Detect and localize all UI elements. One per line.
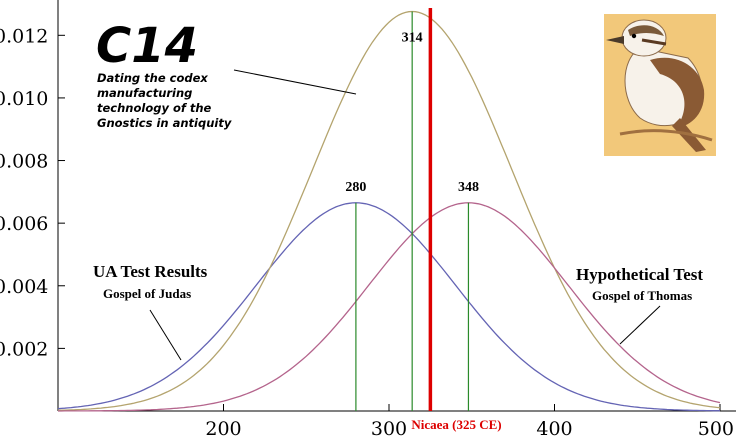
kookaburra-icon	[604, 14, 716, 156]
title-pointer	[233, 69, 357, 95]
x-axis: 200 300 400 500	[58, 404, 736, 440]
x-tick-label: 500	[698, 418, 734, 440]
y-tick-label: 0.006	[0, 213, 48, 235]
main-title: C14	[96, 18, 198, 74]
curve-280	[57, 202, 720, 412]
curve-314	[57, 10, 721, 411]
description-line: technology of the	[97, 101, 212, 115]
left-annotation-subtitle: Gospel of Judas	[103, 286, 191, 301]
description-line: Gnostics in antiquity	[97, 116, 232, 130]
peak-label-314: 314	[402, 31, 423, 46]
y-tick-label: 0.002	[0, 338, 48, 360]
y-tick-label: 0.012	[0, 25, 48, 47]
y-tick-label: 0.004	[0, 276, 48, 298]
x-tick-label: 300	[371, 418, 407, 440]
right-annotation-title: Hypothetical Test	[576, 265, 703, 284]
description-line: manufacturing	[97, 86, 192, 100]
x-tick-label: 400	[536, 418, 572, 440]
peak-label-348: 348	[458, 180, 479, 195]
nicaea-marker: Nicaea (325 CE)	[411, 8, 502, 432]
description-line: Dating the codex	[97, 71, 208, 85]
y-tick-label: 0.008	[0, 151, 48, 173]
right-pointer	[619, 305, 661, 345]
curve-348	[58, 202, 721, 412]
y-axis: 0.002 0.004 0.006 0.008 0.010 0.012	[0, 0, 65, 411]
description-text: Dating the codex manufacturing technology …	[97, 71, 232, 130]
right-annotation-subtitle: Gospel of Thomas	[592, 288, 692, 303]
peak-label-280: 280	[345, 180, 366, 195]
x-tick-label: 200	[205, 418, 241, 440]
curves	[57, 10, 721, 412]
left-annotation-title: UA Test Results	[93, 262, 208, 281]
marker-label: Nicaea (325 CE)	[411, 417, 501, 432]
peak-lines: 280 314 348	[345, 11, 479, 411]
y-tick-label: 0.010	[0, 88, 48, 110]
left-pointer	[149, 309, 182, 361]
